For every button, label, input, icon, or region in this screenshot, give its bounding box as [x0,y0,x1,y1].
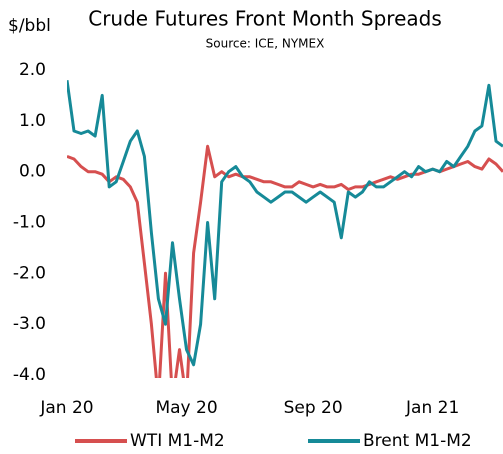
legend-label: WTI M1-M2 [130,431,225,451]
x-tick-label: Jan 21 [405,398,459,418]
series-line [67,79,503,367]
y-tick-label: 1.0 [19,111,46,131]
chart-title: Crude Futures Front Month Spreads [88,7,442,31]
x-tick-label: May 20 [155,398,217,418]
x-tick-label: Jan 20 [39,398,93,418]
chart-subtitle: Source: ICE, NYMEX [206,37,325,51]
y-axis-label: $/bbl [8,16,51,36]
y-tick-label: -3.0 [13,314,46,334]
y-tick-label: -2.0 [13,263,46,283]
y-tick-label: -4.0 [13,365,46,385]
y-tick-label: -1.0 [13,213,46,233]
y-tick-label: 2.0 [19,60,46,80]
y-tick-label: 0.0 [19,162,46,182]
series-line [67,144,503,378]
x-tick-label: Sep 20 [284,398,343,418]
legend-label: Brent M1-M2 [363,431,472,451]
